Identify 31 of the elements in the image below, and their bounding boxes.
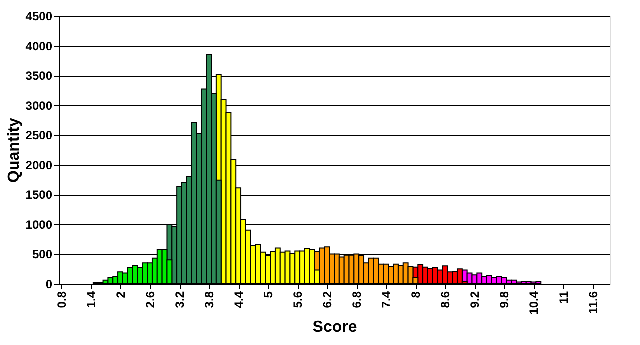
y-tick-label: 2500 xyxy=(26,128,53,143)
x-tick-label: 10.4 xyxy=(527,291,542,315)
x-tick-label: 2 xyxy=(114,291,128,298)
x-tick-label: 9.2 xyxy=(468,291,482,308)
y-tick-label: 1500 xyxy=(26,188,53,202)
x-tick-label: 8.6 xyxy=(438,291,453,308)
x-tick-label: 2.6 xyxy=(144,291,158,308)
y-tick-label: 3500 xyxy=(26,69,53,84)
x-tick-label: 4.4 xyxy=(232,291,246,308)
y-tick-label: 2000 xyxy=(26,158,53,172)
x-tick-label: 6.2 xyxy=(320,291,335,308)
x-tick-label: 3.8 xyxy=(202,291,217,308)
x-tick-label: 1.4 xyxy=(84,291,98,308)
x-tick-label: 7.4 xyxy=(380,291,394,308)
y-tick-label: 1000 xyxy=(26,218,53,232)
x-tick-label: 0.8 xyxy=(54,291,69,308)
x-tick-label: 6.8 xyxy=(350,291,364,308)
x-tick-label: 5 xyxy=(262,291,276,298)
x-tick-label: 11.6 xyxy=(586,291,600,314)
x-axis-title: Score xyxy=(312,318,358,336)
x-tick-label: 11 xyxy=(556,291,571,304)
x-tick-label: 9.8 xyxy=(498,291,512,308)
y-tick-label: 0 xyxy=(46,278,53,292)
y-tick-label: 4000 xyxy=(26,39,53,54)
x-tick-label: 3.2 xyxy=(173,291,188,308)
y-tick-label: 500 xyxy=(32,248,53,262)
y-tick-label: 3000 xyxy=(26,98,53,113)
x-tick-label: 8 xyxy=(409,291,424,298)
y-tick-label: 4500 xyxy=(26,10,53,24)
x-tick-label: 5.6 xyxy=(291,291,306,308)
y-axis-title: Quantity xyxy=(6,118,23,183)
